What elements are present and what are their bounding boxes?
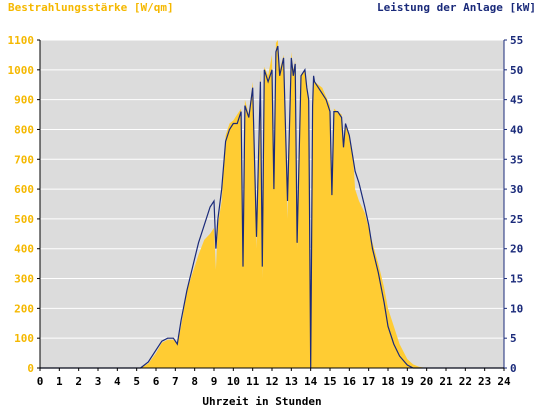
x-tick-label: 24 [497,375,511,388]
left-y-tick-label: 1000 [8,64,35,77]
x-tick-label: 12 [265,375,278,388]
right-y-tick-label: 20 [510,243,523,256]
x-tick-label: 1 [56,375,63,388]
left-y-tick-labels: 0 100 200 300 400 500 600 700 800 900 1000 1100 [8,34,40,375]
left-y-tick-label: 100 [14,332,34,345]
left-y-tick-label: 1100 [8,34,35,47]
x-tick-label: 18 [381,375,394,388]
left-y-tick-label: 300 [14,273,34,286]
x-axis-title: Uhrzeit in Stunden [202,395,321,408]
x-tick-label: 2 [75,375,82,388]
irradiance-area [40,40,504,368]
x-tick-label: 9 [211,375,218,388]
right-y-tick-label: 10 [510,302,523,315]
x-tick-labels: 0 1 2 3 4 5 6 7 8 9 10 11 12 13 14 15 16 17 18 19 20 21 22 23 24 [37,368,511,388]
x-tick-label: 19 [401,375,414,388]
left-y-tick-label: 800 [14,123,34,136]
right-axis-title: Leistung der Anlage [kW] [377,1,536,14]
left-y-tick-label: 900 [14,94,34,107]
x-tick-label: 3 [95,375,102,388]
x-tick-label: 20 [420,375,433,388]
right-y-tick-labels: 0 5 10 15 20 25 30 35 40 45 50 55 [504,34,523,375]
x-tick-label: 10 [227,375,240,388]
left-y-tick-label: 0 [27,362,34,375]
left-y-tick-label: 200 [14,302,34,315]
x-tick-label: 23 [478,375,491,388]
left-y-tick-label: 500 [14,213,34,226]
x-tick-label: 21 [439,375,453,388]
x-tick-label: 6 [153,375,160,388]
x-tick-label: 0 [37,375,44,388]
power-line-series [40,45,504,369]
irradiance-area-series [40,40,504,368]
right-y-tick-label: 30 [510,183,523,196]
x-tick-label: 15 [323,375,336,388]
x-tick-label: 11 [246,375,260,388]
x-tick-label: 5 [133,375,140,388]
right-y-tick-label: 45 [510,94,523,107]
x-tick-label: 7 [172,375,179,388]
left-y-tick-label: 400 [14,243,34,256]
left-y-tick-label: 700 [14,153,34,166]
x-tick-label: 16 [343,375,357,388]
right-y-tick-label: 25 [510,213,523,226]
power-line [40,45,504,369]
left-axis-title: Bestrahlungsstärke [W/qm] [8,1,174,14]
right-y-tick-label: 35 [510,153,523,166]
left-y-tick-label: 600 [14,183,34,196]
x-tick-label: 14 [304,375,318,388]
right-y-tick-label: 55 [510,34,523,47]
right-y-tick-label: 50 [510,64,523,77]
right-y-tick-label: 40 [510,123,523,136]
right-y-tick-label: 5 [510,332,517,345]
x-tick-label: 13 [285,375,298,388]
right-y-tick-label: 0 [510,362,517,375]
x-tick-label: 8 [191,375,198,388]
x-tick-label: 17 [362,375,375,388]
x-tick-label: 22 [459,375,472,388]
x-tick-label: 4 [114,375,121,388]
right-y-tick-label: 15 [510,273,523,286]
